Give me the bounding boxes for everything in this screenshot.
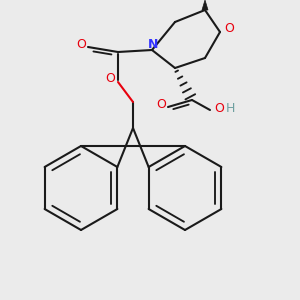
- Polygon shape: [202, 0, 208, 10]
- Text: O: O: [76, 38, 86, 50]
- Text: H: H: [225, 101, 235, 115]
- Text: O: O: [224, 22, 234, 35]
- Text: O: O: [156, 98, 166, 112]
- Text: O: O: [105, 71, 115, 85]
- Text: N: N: [148, 38, 158, 52]
- Text: O: O: [214, 101, 224, 115]
